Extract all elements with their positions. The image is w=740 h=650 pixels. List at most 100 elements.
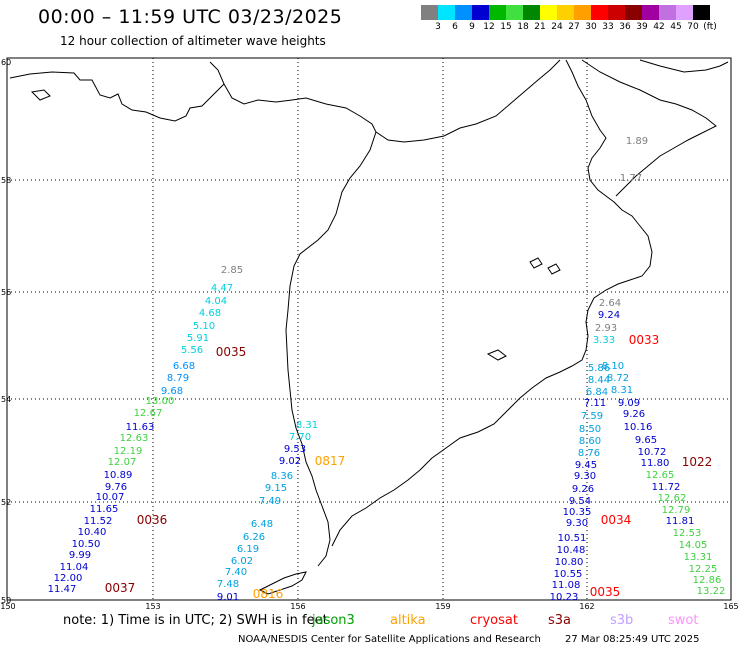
- wave-height-value: 11.52: [84, 516, 113, 527]
- wave-height-value: 1.77: [620, 173, 642, 184]
- scale-label: 3: [435, 22, 441, 32]
- scale-label: 15: [500, 22, 512, 32]
- scale-label: 9: [469, 22, 475, 32]
- pass-time-label: 0816: [253, 587, 284, 601]
- wave-height-value: 10.72: [638, 447, 667, 458]
- wave-height-value: 4.04: [205, 296, 227, 307]
- wave-height-value: 11.08: [552, 580, 581, 591]
- wave-height-value: 2.64: [599, 298, 621, 309]
- scale-label: 45: [670, 22, 682, 32]
- wave-height-value: 8.60: [579, 436, 601, 447]
- wave-height-value: 6.68: [173, 361, 195, 372]
- wave-height-value: 12.53: [673, 528, 702, 539]
- wave-height-value: 12.67: [134, 408, 163, 419]
- wave-height-value: 10.50: [72, 539, 101, 550]
- wave-height-value: 10.55: [554, 569, 583, 580]
- pass-time-label: 0033: [629, 333, 660, 347]
- wave-height-value: 8.76: [578, 448, 600, 459]
- satellite-legend-item: cryosat: [470, 613, 518, 628]
- satellite-legend-item: s3b: [610, 613, 634, 628]
- scale-swatch: [591, 5, 608, 20]
- pass-time-label: 0817: [315, 454, 346, 468]
- wave-height-value: 11.65: [90, 504, 119, 515]
- wave-height-value: 8.10: [602, 361, 624, 372]
- wave-height-value: 11.63: [126, 422, 155, 433]
- wave-height-value: 10.51: [558, 533, 587, 544]
- scale-swatch: [540, 5, 557, 20]
- longitude-label: 156: [290, 602, 305, 611]
- wave-height-value: 9.30: [566, 518, 588, 529]
- latitude-labels: 60 58 56 54 52 50: [1, 58, 11, 605]
- color-scale-bar: [421, 5, 710, 20]
- footer-credit: NOAA/NESDIS Center for Satellite Applica…: [238, 634, 541, 645]
- wave-height-value: 13.22: [697, 586, 726, 597]
- wave-height-value: 7.48: [217, 579, 239, 590]
- scale-label: 39: [636, 22, 648, 32]
- scale-label: 27: [568, 22, 580, 32]
- scale-label: (ft): [703, 22, 717, 32]
- wave-height-value: 5.56: [181, 345, 203, 356]
- longitude-label: 153: [145, 602, 160, 611]
- wave-height-value: 14.05: [679, 540, 708, 551]
- wave-height-value: 12.25: [689, 564, 718, 575]
- latitude-label: 58: [1, 176, 11, 185]
- wave-height-value: 9.54: [569, 496, 591, 507]
- pass-time-label: 0035: [590, 585, 621, 599]
- satellite-legend-item: swot: [668, 613, 699, 628]
- wave-height-value: 10.35: [563, 507, 592, 518]
- wave-height-value: 6.02: [231, 556, 253, 567]
- scale-swatch: [659, 5, 676, 20]
- wave-height-value: 9.09: [618, 398, 640, 409]
- wave-height-value: 13.00: [146, 396, 175, 407]
- wave-height-value: 8.31: [296, 420, 318, 431]
- longitude-label: 162: [579, 602, 594, 611]
- wave-height-value: 12.07: [108, 457, 137, 468]
- wave-height-value: 6.84: [586, 387, 608, 398]
- scale-swatch: [523, 5, 540, 20]
- pass-time-label: 0036: [137, 513, 168, 527]
- wave-height-value: 5.91: [187, 333, 209, 344]
- scale-swatch: [557, 5, 574, 20]
- wave-height-value: 10.89: [104, 470, 133, 481]
- wave-height-value: 9.01: [217, 592, 239, 603]
- scale-swatch: [421, 5, 438, 20]
- wave-height-value: 9.45: [575, 460, 597, 471]
- footnote: note: 1) Time is in UTC; 2) SWH is in fe…: [63, 613, 328, 628]
- wave-height-value: 11.47: [48, 584, 77, 595]
- coastline: [9, 59, 729, 595]
- wave-height-value: 12.86: [693, 575, 722, 586]
- wave-height-value: 12.19: [114, 446, 143, 457]
- wave-height-value: 11.81: [666, 516, 695, 527]
- wave-height-value: 5.86: [588, 363, 610, 374]
- time-labels: 0035 0036 0037 0817 0816 0033 1022 0034 0035: [105, 333, 713, 601]
- wave-height-value: 12.65: [646, 470, 675, 481]
- scale-label: 70: [687, 22, 699, 32]
- longitude-labels: 150 153 156 159 162 165: [0, 602, 738, 611]
- wave-height-value: 5.10: [193, 321, 215, 332]
- graticule: [7, 58, 731, 600]
- scale-label: 12: [483, 22, 495, 32]
- scale-label: 42: [653, 22, 665, 32]
- scale-label: 36: [619, 22, 631, 32]
- scale-label: 30: [585, 22, 597, 32]
- scale-swatch: [455, 5, 472, 20]
- wave-height-value: 9.26: [623, 409, 645, 420]
- satellite-legend-item: jason3: [312, 613, 355, 628]
- scale-swatch: [642, 5, 659, 20]
- scale-label: 33: [602, 22, 614, 32]
- longitude-label: 165: [723, 602, 738, 611]
- wave-height-value: 10.48: [557, 545, 586, 556]
- wave-height-value: 8.50: [579, 424, 601, 435]
- wave-height-value: 11.80: [641, 458, 670, 469]
- wave-height-value: 9.53: [284, 444, 306, 455]
- wave-height-value: 7.59: [581, 411, 603, 422]
- scale-label: 18: [517, 22, 529, 32]
- scale-swatch: [693, 5, 710, 20]
- scale-label: 21: [534, 22, 546, 32]
- map-subtitle: 12 hour collection of altimeter wave hei…: [60, 34, 326, 48]
- wave-height-value: 8.79: [167, 373, 189, 384]
- latitude-label: 52: [1, 498, 11, 507]
- scale-label: 6: [452, 22, 458, 32]
- latitude-label: 54: [1, 395, 11, 404]
